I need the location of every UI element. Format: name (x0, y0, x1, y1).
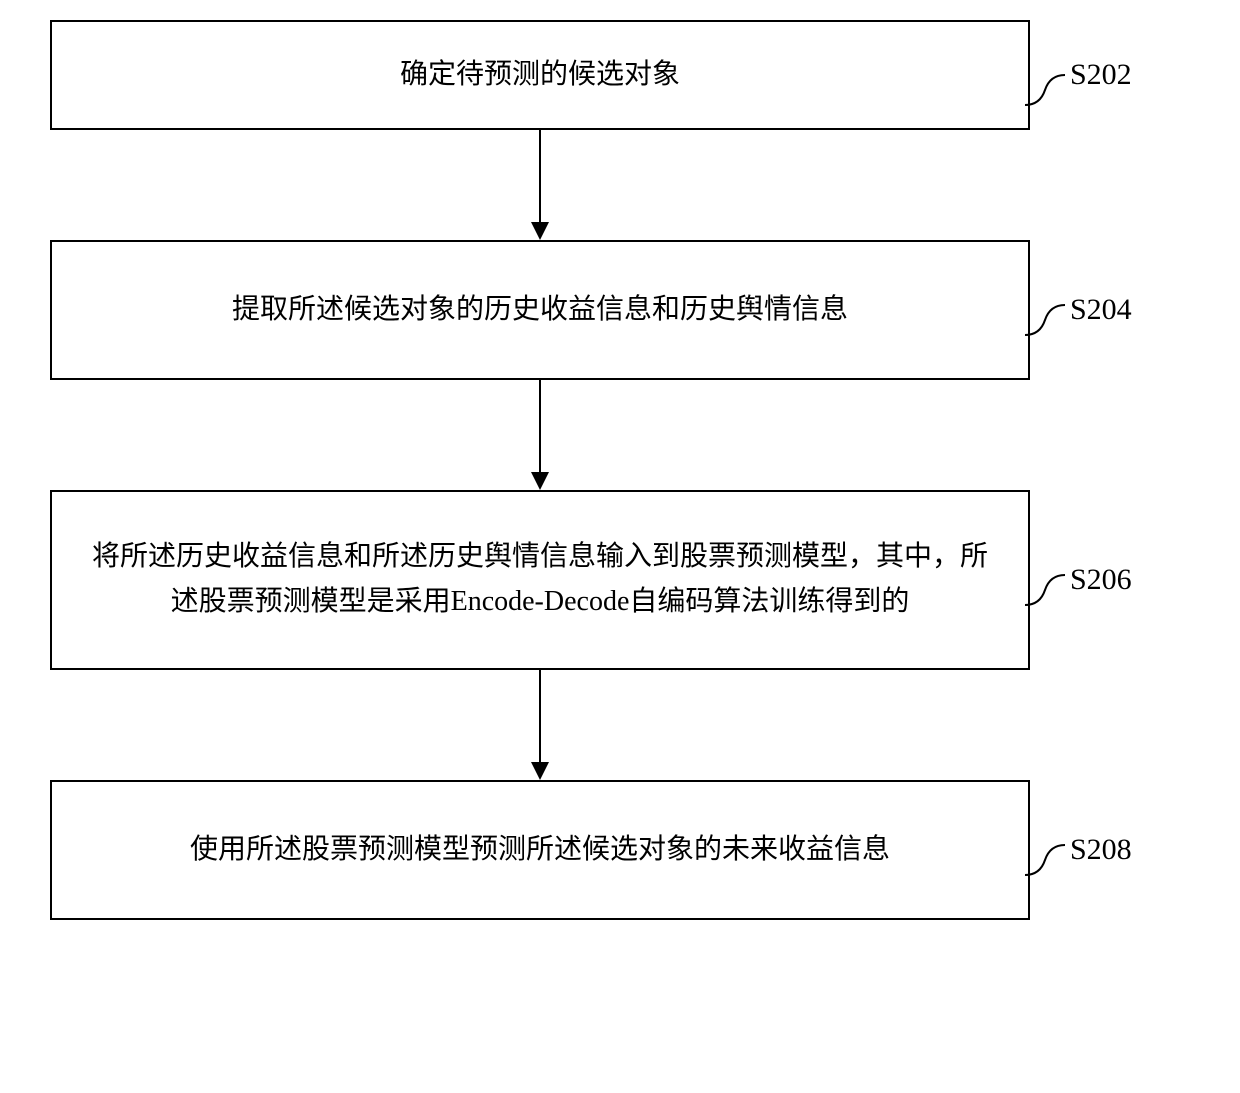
label-connector-icon (1025, 70, 1075, 130)
flow-row-s202: 确定待预测的候选对象 S202 (50, 20, 1190, 130)
flow-box-text: 将所述历史收益信息和所述历史舆情信息输入到股票预测模型，其中，所述股票预测模型是… (82, 535, 998, 625)
arrow-down-icon (525, 670, 555, 780)
arrow-connector-1 (50, 130, 1030, 240)
flow-box-text: 使用所述股票预测模型预测所述候选对象的未来收益信息 (190, 828, 890, 873)
flow-row-s206: 将所述历史收益信息和所述历史舆情信息输入到股票预测模型，其中，所述股票预测模型是… (50, 490, 1190, 670)
flowchart: 确定待预测的候选对象 S202 提取所述候选对象的历史收益信息和历史舆情信息 S… (50, 20, 1190, 920)
flow-row-s204: 提取所述候选对象的历史收益信息和历史舆情信息 S204 (50, 240, 1190, 380)
label-connector-icon (1025, 300, 1075, 360)
flow-box-text: 确定待预测的候选对象 (400, 53, 680, 98)
label-connector-icon (1025, 840, 1075, 900)
flow-box-s202: 确定待预测的候选对象 (50, 20, 1030, 130)
flow-label-s202: S202 (1070, 58, 1132, 92)
flow-box-s208: 使用所述股票预测模型预测所述候选对象的未来收益信息 (50, 780, 1030, 920)
flow-label-s204: S204 (1070, 293, 1132, 327)
flow-label-s208: S208 (1070, 833, 1132, 867)
arrow-down-icon (525, 130, 555, 240)
arrow-connector-2 (50, 380, 1030, 490)
flow-box-text: 提取所述候选对象的历史收益信息和历史舆情信息 (232, 288, 848, 333)
flow-box-s206: 将所述历史收益信息和所述历史舆情信息输入到股票预测模型，其中，所述股票预测模型是… (50, 490, 1030, 670)
arrow-down-icon (525, 380, 555, 490)
flow-box-s204: 提取所述候选对象的历史收益信息和历史舆情信息 (50, 240, 1030, 380)
flow-label-s206: S206 (1070, 563, 1132, 597)
arrow-connector-3 (50, 670, 1030, 780)
flow-row-s208: 使用所述股票预测模型预测所述候选对象的未来收益信息 S208 (50, 780, 1190, 920)
label-connector-icon (1025, 570, 1075, 630)
